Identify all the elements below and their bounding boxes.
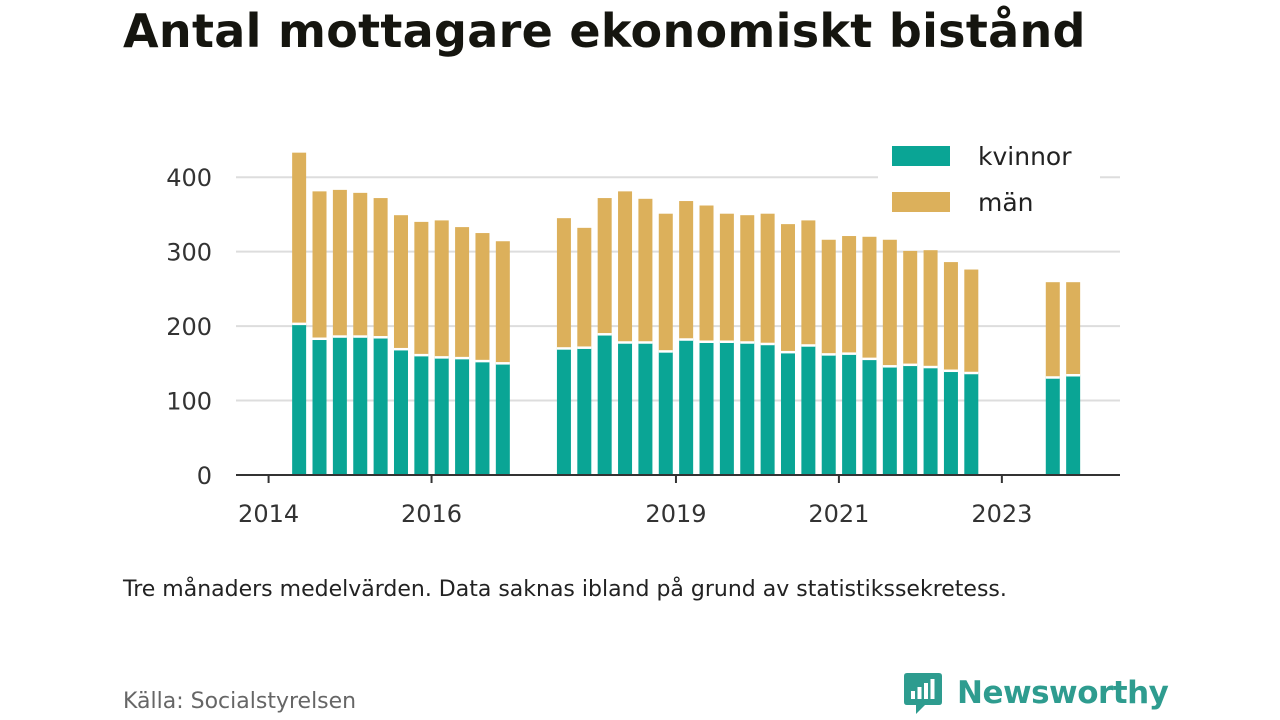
- bar-kvinnor: [414, 355, 429, 475]
- bar-man: [373, 198, 388, 338]
- bar-man: [740, 215, 755, 343]
- bar-kvinnor: [393, 349, 408, 475]
- bar-kvinnor: [740, 342, 755, 475]
- bar-man: [353, 192, 368, 337]
- bar-man: [556, 218, 571, 349]
- chart-note: Tre månaders medelvärden. Data saknas ib…: [123, 577, 1007, 602]
- bar-kvinnor: [964, 373, 979, 475]
- bar-kvinnor: [862, 358, 877, 475]
- bar-man: [455, 227, 470, 359]
- legend-label: kvinnor: [978, 142, 1072, 171]
- bar-man: [699, 205, 714, 342]
- bar-man: [292, 152, 307, 324]
- bar-man: [679, 201, 694, 340]
- bar-man: [862, 236, 877, 359]
- bar-man: [577, 227, 592, 348]
- bar-kvinnor: [719, 341, 734, 475]
- legend-swatch: [892, 146, 950, 166]
- bar-kvinnor: [1045, 377, 1060, 475]
- bar-kvinnor: [760, 343, 775, 475]
- bar-kvinnor: [882, 366, 897, 475]
- legend: kvinnor män: [878, 138, 1100, 222]
- bar-man: [638, 198, 653, 343]
- x-tick-label: 2023: [971, 500, 1032, 528]
- bar-kvinnor: [597, 334, 612, 475]
- bar-kvinnor: [1066, 375, 1081, 475]
- bar-kvinnor: [434, 357, 449, 475]
- bar-kvinnor: [577, 347, 592, 475]
- bar-man: [618, 191, 633, 343]
- bar-kvinnor: [780, 352, 795, 475]
- bar-kvinnor: [556, 348, 571, 475]
- brand-name: Newsworthy: [957, 675, 1169, 711]
- bar-man: [597, 198, 612, 335]
- bar-man: [312, 191, 327, 339]
- bar-kvinnor: [923, 367, 938, 475]
- bar-man: [475, 233, 490, 362]
- bar-kvinnor: [618, 342, 633, 475]
- bar-kvinnor: [292, 323, 307, 475]
- bar-man: [821, 239, 836, 355]
- legend-label: män: [978, 188, 1034, 217]
- bar-kvinnor: [373, 337, 388, 475]
- y-tick-label: 100: [166, 388, 212, 416]
- newsworthy-logo-icon: [904, 673, 942, 714]
- bar-man: [1045, 282, 1060, 378]
- bar-kvinnor: [475, 361, 490, 475]
- bar-man: [801, 220, 816, 346]
- y-tick-label: 300: [166, 239, 212, 267]
- bar-man: [780, 224, 795, 353]
- bar-kvinnor: [679, 339, 694, 475]
- bar-man: [964, 269, 979, 374]
- bar-kvinnor: [353, 336, 368, 475]
- bars: [292, 152, 1081, 475]
- axes: 0 100 200 300 400 2014 2016 2019 2021 2023: [166, 164, 1120, 528]
- brand-logo: Newsworthy: [903, 670, 1169, 716]
- x-tick-label: 2016: [401, 500, 462, 528]
- bar-man: [332, 189, 347, 337]
- bar-kvinnor: [312, 338, 327, 475]
- bar-kvinnor: [943, 370, 958, 475]
- bar-kvinnor: [658, 351, 673, 475]
- bar-kvinnor: [821, 354, 836, 475]
- bar-man: [903, 250, 918, 365]
- bar-kvinnor: [332, 336, 347, 475]
- bar-kvinnor: [455, 358, 470, 475]
- bar-man: [842, 236, 857, 354]
- bar-man: [393, 215, 408, 350]
- bar-man: [760, 213, 775, 344]
- bar-man: [495, 241, 510, 364]
- bar-man: [658, 213, 673, 352]
- legend-swatch: [892, 192, 950, 212]
- bar-man: [1066, 282, 1081, 376]
- x-tick-label: 2014: [238, 500, 299, 528]
- bar-man: [943, 262, 958, 371]
- x-tick-label: 2021: [808, 500, 869, 528]
- y-tick-label: 0: [197, 462, 212, 490]
- y-tick-label: 400: [166, 164, 212, 192]
- bar-kvinnor: [638, 342, 653, 475]
- bar-kvinnor: [801, 345, 816, 475]
- bar-man: [434, 220, 449, 358]
- chart-title: Antal mottagare ekonomiskt bistånd: [123, 4, 1086, 58]
- bar-kvinnor: [842, 353, 857, 475]
- source-label: Källa: Socialstyrelsen: [123, 689, 357, 714]
- bar-kvinnor: [699, 341, 714, 475]
- bar-man: [882, 239, 897, 367]
- y-tick-label: 200: [166, 313, 212, 341]
- bar-man: [719, 213, 734, 342]
- bar-man: [414, 221, 429, 356]
- bar-man: [923, 250, 938, 368]
- bar-kvinnor: [903, 364, 918, 475]
- bar-kvinnor: [495, 363, 510, 475]
- x-tick-label: 2019: [645, 500, 706, 528]
